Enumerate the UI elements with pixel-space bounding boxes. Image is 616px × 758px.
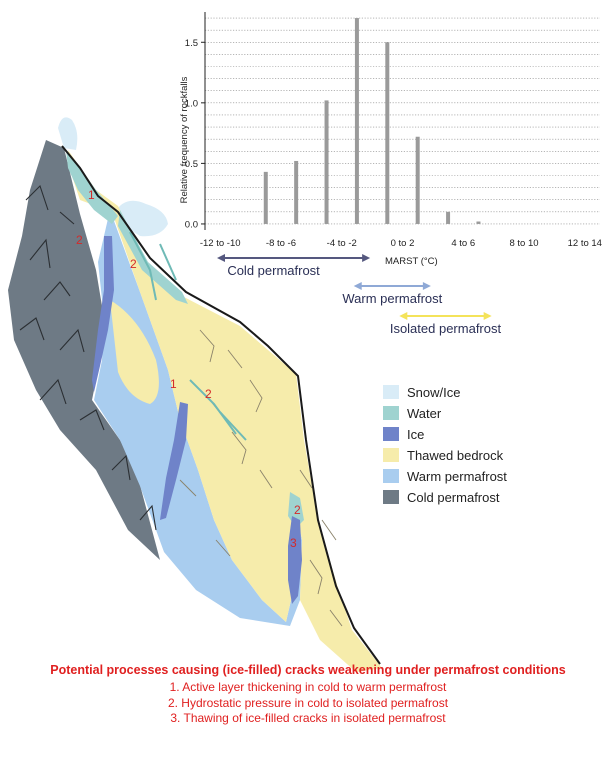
water-band-middle <box>118 210 188 304</box>
legend-item: Thawed bedrock <box>383 448 504 463</box>
slope-label: 1 <box>88 188 95 202</box>
warm-permafrost-zone <box>94 210 302 626</box>
bar <box>324 100 329 224</box>
permafrost-range-arrows: Cold permafrost Warm permafrost Isolated p… <box>217 254 502 336</box>
range-arrowhead-left <box>217 254 225 262</box>
range-arrowhead-left <box>353 282 362 290</box>
bar <box>354 18 359 224</box>
caption-item: 2. Hydrostatic pressure in cold to isola… <box>167 695 449 710</box>
caption: Potential processes causing (ice-filled)… <box>0 663 616 727</box>
legend-item: Water <box>383 406 442 421</box>
legend-item: Ice <box>383 427 424 442</box>
slope-markers: 1 2 2 1 2 2 3 <box>76 188 301 550</box>
water-streaks <box>129 231 247 441</box>
range-arrow: Isolated permafrost <box>390 312 502 336</box>
x-axis-label: MARST (°C) <box>385 256 438 267</box>
x-axis-ticks: -12 to -10 -8 to -6 -4 to -2 0 to 2 4 to 6 8 … <box>200 238 602 249</box>
x-tick-label: 0 to 2 <box>391 238 415 249</box>
y-tick-label: 0.0 <box>185 219 198 230</box>
slope-illustration <box>8 117 382 672</box>
ice-crack-middle <box>160 402 188 520</box>
rockfall-frequency-chart: 0.0 0.5 1.0 1.5 -12 to -10 -8 to -6 -4 to -2 0… <box>179 12 602 267</box>
legend-swatch <box>383 427 399 441</box>
legend-swatch <box>383 385 399 399</box>
legend-label: Ice <box>407 427 424 442</box>
x-tick-label: 8 to 10 <box>510 238 539 249</box>
x-tick-label: 12 to 14 <box>568 238 602 249</box>
slope-surface-edge <box>61 145 381 665</box>
ice-crack-upper <box>92 236 114 392</box>
slope-label: 2 <box>205 387 212 401</box>
bar <box>294 160 299 224</box>
legend-label: Snow/Ice <box>407 385 460 400</box>
thawed-bedrock-bulge <box>110 300 159 404</box>
fracture-lines <box>19 184 157 531</box>
legend: Snow/Ice Water Ice Thawed bedrock Warm perma… <box>383 385 507 505</box>
range-arrow: Warm permafrost <box>342 282 443 306</box>
range-arrow: Cold permafrost <box>217 254 371 278</box>
caption-title: Potential processes causing (ice-filled)… <box>50 663 566 677</box>
range-arrowhead-right <box>483 312 492 320</box>
slope-label: 2 <box>130 257 137 271</box>
ice-crack-lower <box>288 516 302 604</box>
y-tick-label: 0.5 <box>185 159 198 170</box>
slope-label: 2 <box>294 503 301 517</box>
snow-patch-middle <box>118 200 168 237</box>
y-axis-ticks: 0.0 0.5 1.0 1.5 <box>185 38 205 230</box>
range-arrowhead-left <box>399 312 408 320</box>
legend-swatch <box>383 469 399 483</box>
caption-item: 1. Active layer thickening in cold to wa… <box>169 680 447 694</box>
legend-label: Thawed bedrock <box>407 448 504 463</box>
range-arrowhead-right <box>362 254 371 262</box>
legend-label: Warm permafrost <box>407 469 507 484</box>
legend-swatch <box>383 490 399 504</box>
legend-swatch <box>383 448 399 462</box>
legend-label: Water <box>407 406 442 421</box>
x-tick-label: -8 to -6 <box>266 238 296 249</box>
legend-item: Snow/Ice <box>383 385 460 400</box>
bar <box>385 42 390 224</box>
bar <box>415 136 420 224</box>
slope-label: 2 <box>76 233 83 247</box>
legend-label: Cold permafrost <box>407 490 500 505</box>
bar <box>476 221 481 224</box>
x-tick-label: 4 to 6 <box>451 238 475 249</box>
bar <box>446 211 451 224</box>
y-axis-label: Relative frequency of rockfalls <box>179 76 190 203</box>
range-label: Warm permafrost <box>342 291 442 306</box>
thawed-bedrock-zone <box>68 150 382 672</box>
caption-item: 3. Thawing of ice-filled cracks in isola… <box>170 711 446 725</box>
legend-item: Cold permafrost <box>383 490 500 505</box>
slope-label: 3 <box>290 536 297 550</box>
range-label: Isolated permafrost <box>390 321 502 336</box>
y-tick-label: 1.5 <box>185 38 198 49</box>
x-tick-label: -4 to -2 <box>327 238 357 249</box>
bar <box>263 171 268 224</box>
slope-label: 1 <box>170 377 177 391</box>
legend-item: Warm permafrost <box>383 469 507 484</box>
range-arrowhead-right <box>422 282 431 290</box>
x-tick-label: -12 to -10 <box>200 238 241 249</box>
legend-swatch <box>383 406 399 420</box>
chart-bars <box>263 18 481 224</box>
snow-patch-top <box>58 117 78 150</box>
range-label: Cold permafrost <box>227 263 320 278</box>
y-tick-label: 1.0 <box>185 98 198 109</box>
